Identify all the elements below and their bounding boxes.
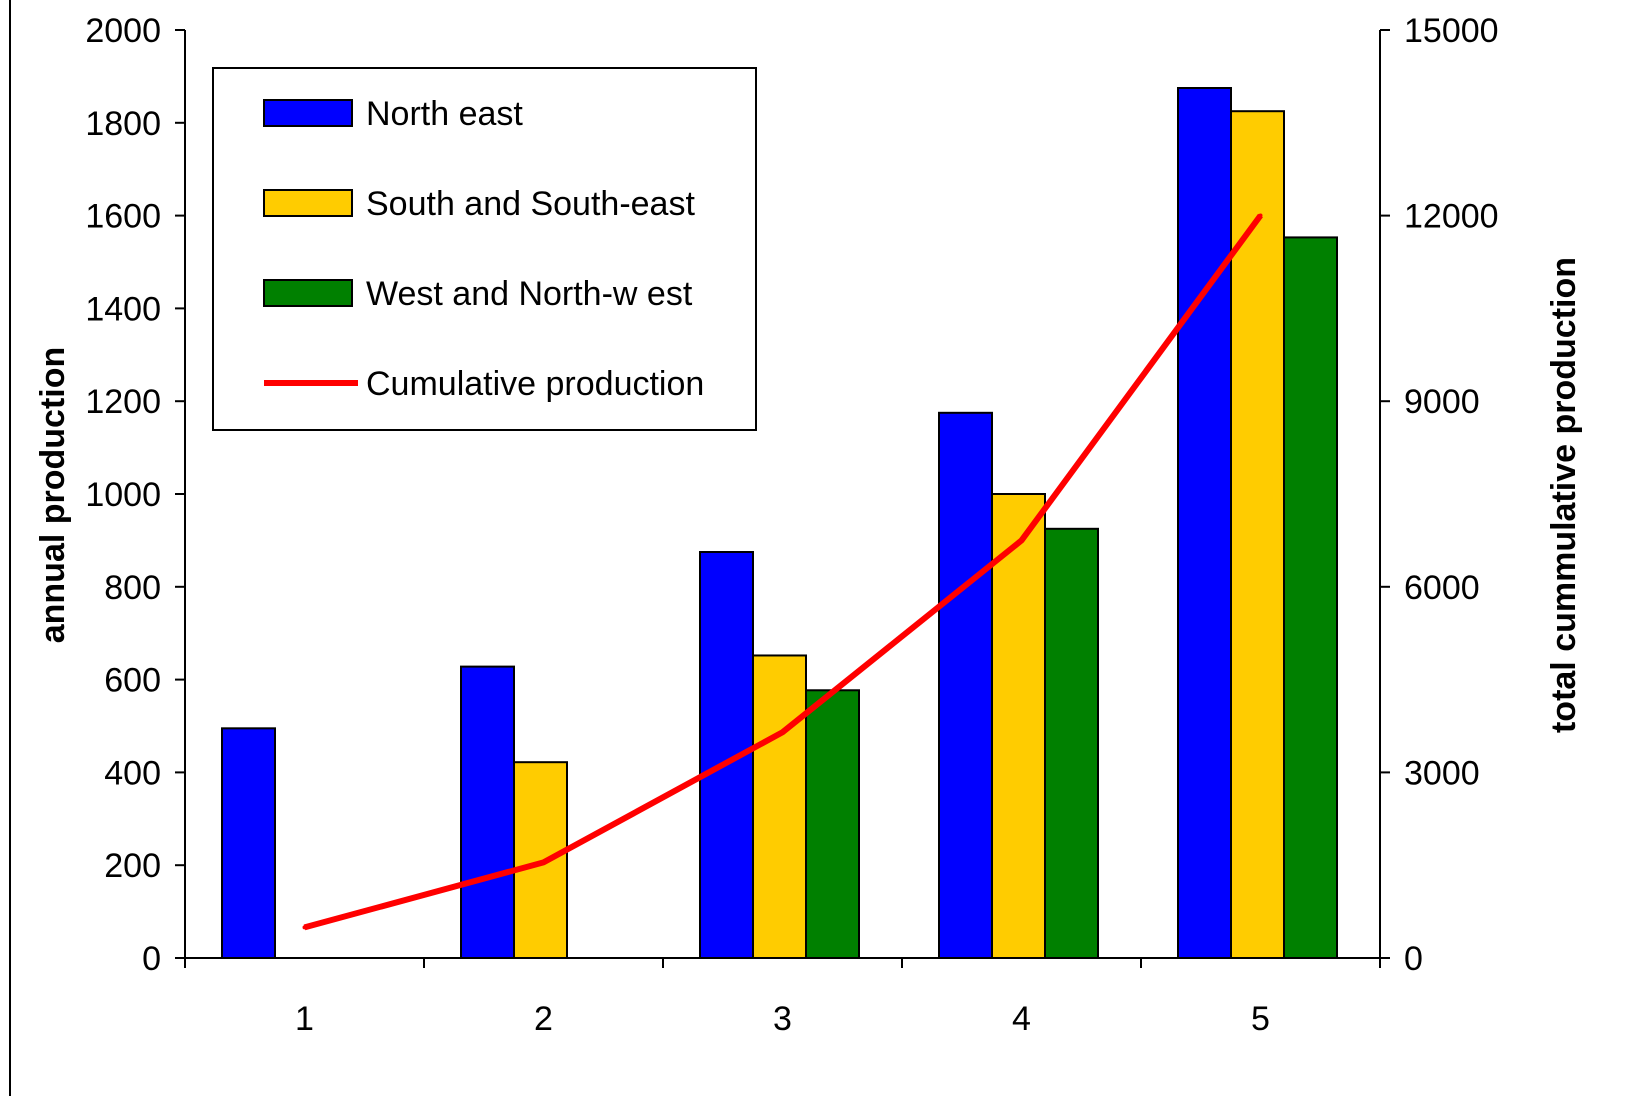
- bar-north-east-1: [221, 727, 276, 959]
- y-tick-label-1400: 1400: [85, 290, 161, 328]
- x-tick-label-1: 1: [295, 1000, 314, 1038]
- bar-south-and-south-east-5: [1230, 110, 1285, 959]
- legend-swatch-north-east: [263, 99, 353, 127]
- y-tick-label-1800: 1800: [85, 105, 161, 143]
- legend: North east South and South-east West and N…: [212, 67, 757, 431]
- legend-label-south-and-south-east: South and South-east: [366, 185, 695, 223]
- bar-west-and-north-w-est-3: [805, 689, 860, 959]
- x-tick-label-3: 3: [773, 1000, 792, 1038]
- y-tick-label-400: 400: [104, 754, 161, 792]
- bars: [221, 87, 1338, 960]
- x-tick-label-5: 5: [1251, 1000, 1270, 1038]
- bar-north-east-5: [1177, 87, 1232, 959]
- y-tick-label-600: 600: [104, 662, 161, 700]
- point-cumulative-production-4: [1019, 538, 1024, 543]
- y-tick-label-1200: 1200: [85, 383, 161, 421]
- point-cumulative-production-5: [1258, 213, 1263, 218]
- y2-tick-label-0: 0: [1404, 940, 1423, 978]
- y2-axis-title: total cummulative production: [1545, 257, 1583, 733]
- bar-south-and-south-east-2: [513, 761, 568, 960]
- y2-tick-label-3000: 3000: [1404, 754, 1480, 792]
- point-cumulative-production-1: [302, 925, 307, 930]
- bar-south-and-south-east-3: [752, 654, 807, 959]
- y-tick-label-0: 0: [142, 940, 161, 978]
- x-tick-label-4: 4: [1012, 1000, 1031, 1038]
- legend-box: [212, 67, 757, 431]
- legend-label-west-and-north-w-est: West and North-w est: [366, 275, 693, 313]
- legend-label-north-east: North east: [366, 95, 523, 133]
- cumulative-line-layer: [302, 213, 1263, 931]
- bar-north-east-4: [938, 411, 993, 959]
- axes: 0 200 400 600 800 1000 1200 1400 1600 1800 2000 0 30…: [85, 12, 1498, 1038]
- y2-tick-label-6000: 6000: [1404, 569, 1480, 607]
- y-tick-label-2000: 2000: [85, 12, 161, 50]
- y2-tick-label-12000: 12000: [1404, 198, 1499, 236]
- y-tick-label-1600: 1600: [85, 198, 161, 236]
- bar-west-and-north-w-est-4: [1044, 527, 1099, 959]
- bar-south-and-south-east-4: [991, 493, 1046, 959]
- legend-swatch-south-and-south-east: [263, 189, 353, 217]
- point-cumulative-production-2: [541, 860, 546, 865]
- y-tick-label-200: 200: [104, 847, 161, 885]
- y-axis-title: annual production: [34, 347, 72, 644]
- y-tick-label-800: 800: [104, 569, 161, 607]
- y2-tick-label-9000: 9000: [1404, 383, 1480, 421]
- y2-tick-label-15000: 15000: [1404, 12, 1499, 50]
- legend-label-cumulative-production: Cumulative production: [366, 365, 704, 403]
- point-cumulative-production-3: [780, 730, 785, 735]
- legend-swatch-west-and-north-w-est: [263, 279, 353, 307]
- x-tick-label-2: 2: [534, 1000, 553, 1038]
- bar-west-and-north-w-est-5: [1283, 236, 1338, 959]
- y-tick-label-1000: 1000: [85, 476, 161, 514]
- bar-north-east-2: [460, 665, 515, 959]
